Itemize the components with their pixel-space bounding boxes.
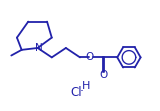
Text: O: O — [85, 52, 94, 62]
Text: H: H — [81, 81, 90, 91]
Text: O: O — [99, 70, 108, 80]
Text: Cl: Cl — [70, 86, 82, 99]
Text: ·: · — [80, 85, 84, 98]
Text: N: N — [35, 43, 43, 53]
